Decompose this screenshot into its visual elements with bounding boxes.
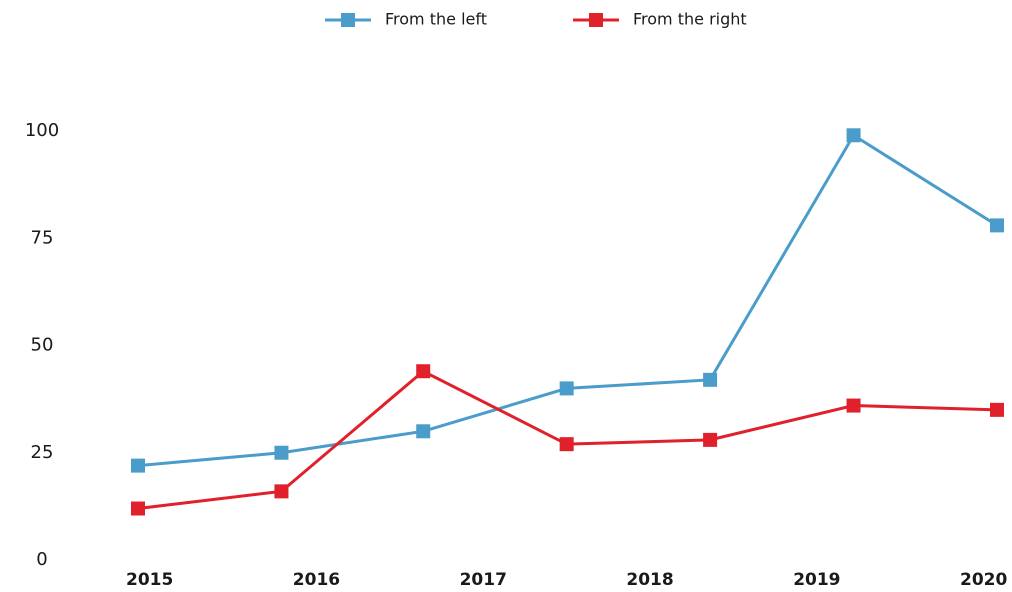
point-marker	[559, 437, 574, 452]
point-marker	[846, 398, 861, 413]
legend-label: From the right	[633, 10, 747, 29]
x-tick-label: 2017	[460, 570, 507, 590]
point-marker	[846, 128, 861, 143]
series-line	[137, 133, 998, 468]
x-tick-label: 2019	[793, 570, 840, 590]
point-marker	[703, 432, 718, 447]
point-marker	[990, 402, 1004, 417]
y-tick-label: 0	[36, 549, 47, 570]
y-tick-label: 100	[25, 120, 59, 141]
point-marker	[559, 381, 574, 396]
legend-marker	[341, 13, 355, 27]
point-marker	[274, 484, 289, 499]
y-tick-label: 75	[31, 227, 54, 248]
x-tick-label: 2016	[293, 570, 340, 590]
y-tick-label: 25	[31, 442, 54, 463]
x-tick-label: 2020	[960, 570, 1007, 590]
x-tick-label: 2018	[626, 570, 673, 590]
point-marker	[703, 372, 718, 387]
point-marker	[131, 458, 145, 473]
x-tick-label: 2015	[126, 570, 173, 590]
point-marker	[416, 424, 431, 439]
legend-marker	[589, 13, 603, 27]
point-marker	[416, 364, 431, 379]
point-marker	[274, 445, 289, 460]
point-marker	[131, 501, 145, 516]
legend-label: From the left	[385, 10, 487, 29]
point-marker	[990, 218, 1004, 233]
y-tick-label: 50	[31, 335, 54, 356]
